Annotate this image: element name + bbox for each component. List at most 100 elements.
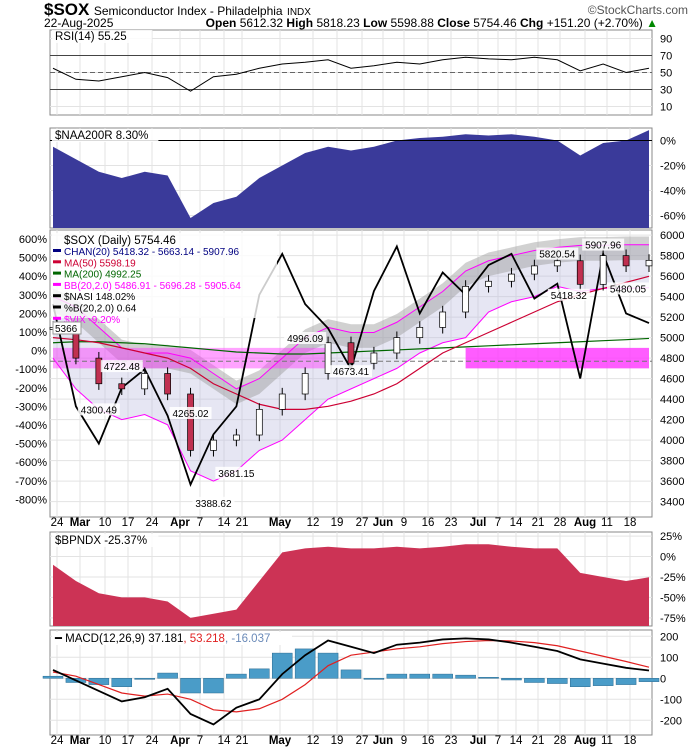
candle <box>599 255 607 285</box>
x-axis-label: 11 <box>601 735 613 747</box>
naa200r-title: $NAA200R 8.30% <box>55 130 148 142</box>
x-axis-label: 23 <box>445 517 458 529</box>
candle <box>531 265 538 275</box>
price-annotation-bg <box>547 288 590 301</box>
candle <box>645 259 653 267</box>
x-axis-label: Apr <box>170 517 190 529</box>
price-tick-label: 5800 <box>660 251 684 263</box>
x-axis-label: Apr <box>170 735 190 747</box>
price-annotation: 4265.02 <box>172 409 209 420</box>
last-close-marker-box <box>52 321 82 335</box>
x-axis-label: 27 <box>356 517 369 529</box>
rsi-tick-label: 90 <box>660 34 672 46</box>
x-axis-label: Aug <box>574 735 596 747</box>
macd-title: ━ MACD(12,26,9) 37.181, 53.218, -16.037 <box>54 633 270 645</box>
price-annotation-bg <box>77 403 120 416</box>
price-annotation: 3388.62 <box>195 499 232 510</box>
price-left-tick-label: 0% <box>31 346 47 358</box>
vix-area <box>465 347 649 369</box>
price-tick-label: 3600 <box>660 476 684 488</box>
bpndx-tick-label: 25% <box>660 531 682 543</box>
price-left-tick-label: 400% <box>19 271 47 283</box>
candle <box>485 280 492 287</box>
price-left-tick-label: -400% <box>15 420 47 432</box>
price-left-tick-label: -500% <box>15 439 47 451</box>
x-axis-label: Jul <box>470 735 487 747</box>
bpndx-title-bg <box>52 534 159 547</box>
price-left-tick-label: 200% <box>19 308 47 320</box>
price-annotation: 4722.48 <box>104 362 141 373</box>
macd-histogram-bar <box>386 673 408 679</box>
legend-swatch <box>53 249 61 252</box>
bpndx-area <box>53 544 649 626</box>
naa200r-area <box>53 130 649 228</box>
macd-histogram-bar <box>592 678 614 686</box>
x-axis-label: 7 <box>495 735 501 747</box>
naa200r-tick-label: -40% <box>660 186 686 198</box>
brand-logo: ©StockCharts.com <box>587 3 688 17</box>
macd-histogram-bar <box>547 678 568 684</box>
bpndx-title: $BPNDX -25.37% <box>55 535 147 547</box>
macd-histogram-bar <box>501 678 522 681</box>
x-axis-label: 10 <box>99 517 112 529</box>
x-axis-label: 14 <box>218 735 231 747</box>
x-axis-label: 21 <box>532 735 545 747</box>
price-tick-label: 6000 <box>660 230 684 242</box>
price-left-tick-label: -100% <box>15 364 47 376</box>
macd-histogram-bar <box>42 675 64 679</box>
legend-swatch <box>53 271 61 275</box>
legend-swatch <box>53 294 61 298</box>
price-annotation: 5907.96 <box>585 241 622 252</box>
macd-histogram-bar <box>226 673 247 679</box>
price-annotation: 4673.41 <box>333 367 370 378</box>
price-annotation-bg <box>215 466 258 479</box>
x-axis-label: Jun <box>373 735 393 747</box>
macd-histogram-bar <box>180 678 201 694</box>
price-annotation-bg <box>100 360 143 373</box>
price-annotation: 5480.05 <box>610 284 647 295</box>
candle <box>187 393 194 451</box>
x-axis-label: 12 <box>307 735 320 747</box>
price-left-tick-label: -800% <box>15 494 47 506</box>
legend-swatch <box>53 305 61 309</box>
x-axis-label: 23 <box>445 735 458 747</box>
macd-tick-label: -100 <box>660 694 682 706</box>
macd-tick-label: 0 <box>660 673 666 685</box>
candle <box>576 260 584 285</box>
price-legend-item: $NASI 148.02% <box>64 292 135 303</box>
rsi-tick-label: 30 <box>660 85 672 97</box>
price-left-tick-label: 500% <box>19 253 47 265</box>
ma50-line <box>52 275 650 410</box>
rsi-title: RSI(14) 55.25 <box>55 31 127 43</box>
x-axis-label: 10 <box>99 735 112 747</box>
x-axis-label: 7 <box>197 735 203 747</box>
bpndx-tick-label: 0% <box>660 552 676 564</box>
rsi-title-bg <box>52 30 152 43</box>
macd-histogram-bar <box>203 678 224 694</box>
bpndx-tick-label: -25% <box>660 572 686 584</box>
x-axis-label: 7 <box>495 517 501 529</box>
price-tick-label: 5000 <box>660 333 684 345</box>
price-legend-item: %B(20,2.0) 0.64 <box>64 304 137 315</box>
price-annotation-bg <box>330 365 372 378</box>
x-axis-label: 19 <box>331 517 344 529</box>
macd-histogram-bar <box>340 669 362 679</box>
x-axis-label: 24 <box>51 517 64 529</box>
price-annotation-bg <box>284 332 327 345</box>
bpndx-tick-label: -75% <box>660 613 686 625</box>
price-annotation-bg <box>169 406 212 419</box>
x-axis-label: 28 <box>554 735 567 747</box>
macd-histogram-bar <box>111 678 133 687</box>
price-left-tick-label: -300% <box>15 401 47 413</box>
x-axis-label: 14 <box>218 517 231 529</box>
price-tick-label: 3400 <box>660 497 684 509</box>
candle <box>508 273 515 282</box>
price-legend-item: BB(20,2.0) 5486.91 - 5696.28 - 5905.64 <box>64 281 241 292</box>
candle <box>370 352 378 364</box>
macd-histogram-bar <box>294 648 316 679</box>
x-axis-label: 19 <box>331 735 344 747</box>
price-left-tick-label: 300% <box>19 290 47 302</box>
naa200r-tick-label: -20% <box>660 161 686 173</box>
price-left-tick-label: 100% <box>19 327 47 339</box>
